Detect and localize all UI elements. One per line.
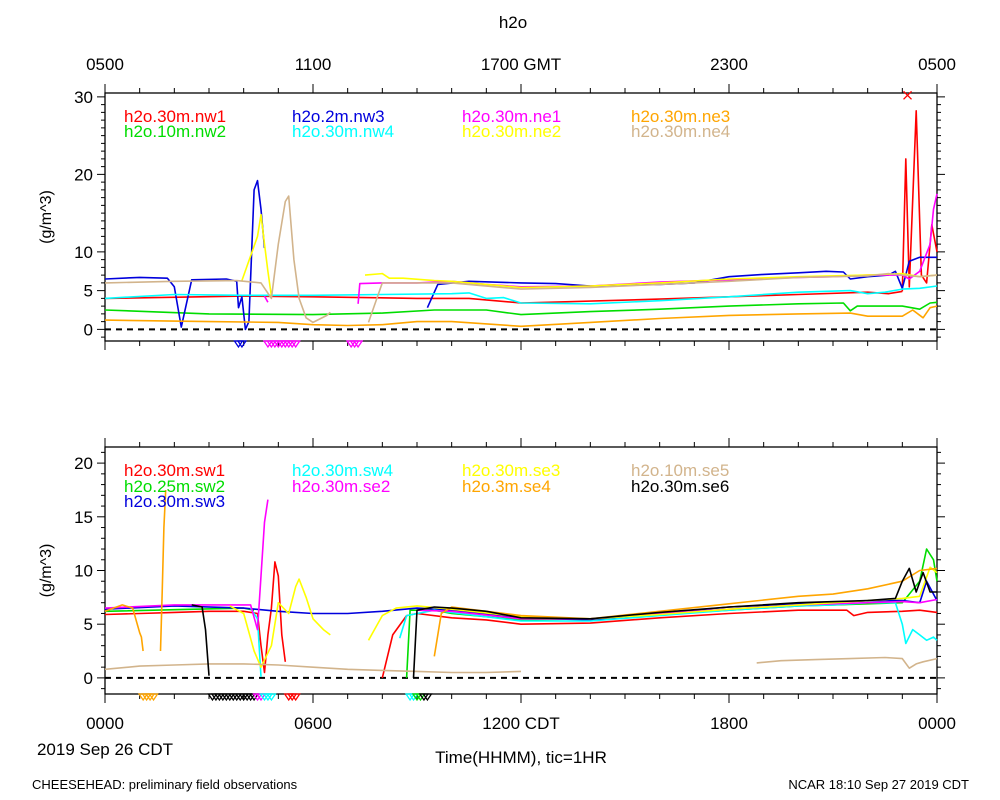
series-line [367, 566, 938, 641]
legend-entry: h2o.30m.nw4 [292, 122, 394, 141]
top-axis-tick-label: 1100 [295, 55, 332, 74]
y-tick-label: 5 [84, 282, 93, 301]
legend-entry: h2o.30m.sw4 [292, 461, 393, 480]
missing-data-marker [290, 340, 301, 349]
series-h2o-10m-se5 [104, 656, 938, 674]
date-label: 2019 Sep 26 CDT [37, 740, 173, 759]
x-axis-label: Time(HHMM), tic=1HR [435, 748, 607, 767]
y-tick-label: 0 [84, 669, 93, 688]
missing-data-marker [236, 340, 248, 349]
offscale-marker [903, 90, 912, 100]
series-line [426, 256, 937, 309]
x-tick-label: 1800 [710, 714, 748, 733]
series-line [901, 110, 938, 292]
legend-entry: h2o.30m.sw3 [124, 492, 225, 511]
series-line [367, 272, 938, 323]
series-line [412, 567, 937, 678]
legend-entry: h2o.30m.sw1 [124, 461, 225, 480]
footer-left: CHEESEHEAD: preliminary field observatio… [32, 777, 298, 792]
series-h2o-2m-nw3 [104, 179, 937, 331]
legend-entry: h2o.3m.se4 [462, 477, 551, 496]
y-tick-label: 30 [74, 88, 93, 107]
series-line [159, 489, 167, 652]
legend-entry: h2o.10m.se5 [631, 461, 729, 480]
series-line [191, 604, 210, 676]
series-line [104, 179, 266, 331]
series-h2o-30m-sw3 [104, 580, 938, 621]
series-line [104, 195, 331, 324]
missing-data-marker [422, 693, 433, 702]
series-line [104, 561, 287, 674]
series-h2o-30m-ne3 [104, 305, 938, 328]
series-line [104, 663, 522, 674]
series-line [398, 601, 938, 645]
missing-data-marker [266, 693, 277, 702]
top-axis-tick-label: 0500 [918, 55, 956, 74]
y-tick-label: 0 [84, 320, 93, 339]
legend-entry: h2o.30m.ne1 [462, 107, 561, 126]
top-panel: 0 5 10 20 30 (g/m^3) 0500 1100 1700 GMT 2300 0500 h… [38, 55, 956, 350]
legend-entry: h2o.2m.nw3 [292, 107, 385, 126]
legend-entry: h2o.10m.nw2 [124, 122, 226, 141]
series-line [104, 580, 938, 621]
series-h2o-30m-nw4 [104, 285, 938, 305]
series-h2o-25m-sw2 [104, 548, 938, 678]
series-line [433, 567, 938, 657]
legend-entry: h2o.30m.ne2 [462, 122, 561, 141]
series-h2o-10m-nw2 [104, 301, 938, 316]
x-tick-label: 1200 CDT [482, 714, 559, 733]
legend-entry: h2o.30m.nw1 [124, 107, 226, 126]
top-axis-tick-label: 0500 [86, 55, 124, 74]
bottom-panel: 0 5 10 15 20 (g/m^3) 0000 0600 1200 CDT 1800 0000 2… [37, 438, 956, 767]
series-line [229, 578, 331, 669]
legend-entry: h2o.30m.ne4 [631, 122, 730, 141]
series-h2o-3m-se4 [104, 489, 938, 657]
series-h2o-30m-se3 [229, 566, 938, 669]
figure-title: h2o [499, 13, 527, 32]
series-line [104, 604, 144, 652]
legend-entry: h2o.30m.se2 [292, 477, 390, 496]
legend-entry: h2o.30m.se6 [631, 477, 729, 496]
missing-data-marker [352, 340, 364, 349]
series-line [104, 499, 269, 631]
series-line [241, 213, 273, 297]
legend-entry: h2o.25m.sw2 [124, 477, 225, 496]
y-tick-label: 20 [74, 165, 93, 184]
series-line [104, 301, 938, 316]
y-tick-label: 5 [84, 615, 93, 634]
y-tick-label: 15 [74, 508, 93, 527]
series-line [357, 193, 938, 304]
series-h2o-30m-se6 [191, 567, 937, 678]
missing-data-marker [148, 693, 159, 702]
top-axis-tick-label: 2300 [710, 55, 748, 74]
series-line [756, 656, 938, 670]
top-axis-tick-label: 1700 GMT [481, 55, 561, 74]
footer-right: NCAR 18:10 Sep 27 2019 CDT [788, 777, 969, 792]
legend-entry: h2o.30m.se3 [462, 461, 560, 480]
series-line [104, 305, 938, 328]
series-h2o-30m-ne2 [241, 213, 938, 297]
x-tick-label: 0000 [86, 714, 124, 733]
y-axis-label: (g/m^3) [38, 544, 55, 598]
series-line [263, 295, 269, 303]
y-tick-label: 10 [74, 562, 93, 581]
series-line [104, 285, 938, 305]
legend-entry: h2o.30m.ne3 [631, 107, 730, 126]
y-axis-label: (g/m^3) [38, 190, 55, 244]
missing-data-marker [290, 693, 301, 702]
y-tick-label: 10 [74, 243, 93, 262]
x-tick-label: 0000 [918, 714, 956, 733]
series-line [381, 609, 938, 679]
x-tick-label: 0600 [294, 714, 332, 733]
y-tick-label: 20 [74, 454, 93, 473]
series-h2o-30m-ne4 [104, 195, 938, 324]
